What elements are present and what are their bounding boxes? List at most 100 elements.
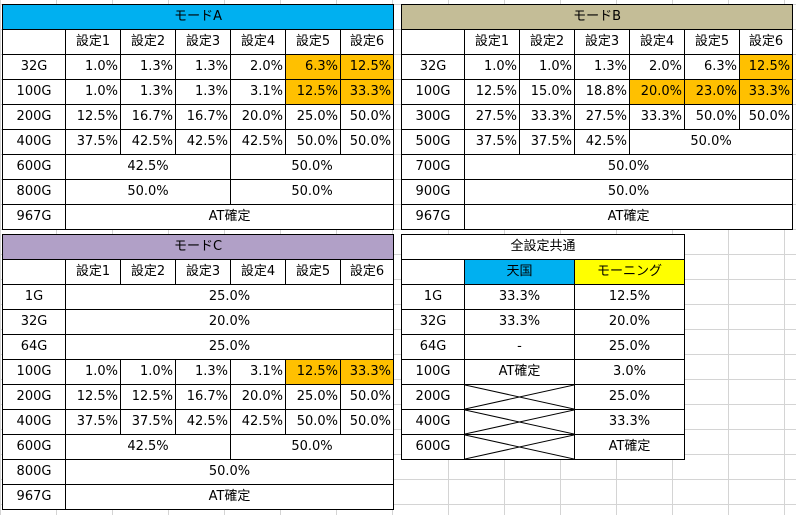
value-cell-merged: 20.0% <box>64 309 395 335</box>
value-cell-highlight: 12.5% <box>339 54 395 80</box>
header-morning: モーニング <box>573 259 686 285</box>
value-cell: 1.3% <box>120 54 176 80</box>
mode-b-table: モードB 設定1 設定2 設定3 設定4 設定5 設定6 32G 1.0% 1.… <box>400 4 794 230</box>
value-cell: 42.5% <box>574 129 630 155</box>
game-label: 32G <box>401 54 465 80</box>
header-setting-6: 設定6 <box>339 29 395 55</box>
value-cell-merged: 25.0% <box>64 334 395 360</box>
value-cell: 1.0% <box>65 79 121 105</box>
value-cell: 1.0% <box>519 54 575 80</box>
table-row: 500G 37.5% 37.5% 42.5% 50.0% <box>401 129 794 155</box>
value-cell-merged: 50.0% <box>229 179 395 205</box>
header-setting-1: 設定1 <box>464 29 520 55</box>
heaven-value: 33.3% <box>464 284 575 310</box>
value-cell: 42.5% <box>230 129 286 155</box>
value-cell: 50.0% <box>285 409 341 435</box>
value-cell: 1.3% <box>120 79 176 105</box>
morning-value: AT確定 <box>573 434 686 460</box>
value-cell: 12.5% <box>120 384 176 410</box>
cross-mark-icon <box>465 385 574 409</box>
value-cell: 1.0% <box>120 359 176 385</box>
game-label: 32G <box>401 309 465 335</box>
value-cell: 1.0% <box>464 54 520 80</box>
game-label: 600G <box>401 434 465 460</box>
table-row: 600G AT確定 <box>401 434 686 460</box>
table-row: 967G AT確定 <box>2 204 395 230</box>
value-cell: 42.5% <box>230 409 286 435</box>
value-cell-merged: 50.0% <box>229 434 395 460</box>
corner-cell <box>2 29 66 55</box>
game-label: 800G <box>2 459 66 485</box>
header-setting-2: 設定2 <box>519 29 575 55</box>
table-row: 200G 12.5% 12.5% 16.7% 20.0% 25.0% 50.0% <box>2 384 395 410</box>
header-setting-6: 設定6 <box>738 29 794 55</box>
value-cell: 50.0% <box>339 384 395 410</box>
value-cell-merged: 42.5% <box>65 434 231 460</box>
value-cell-highlight: 12.5% <box>738 54 794 80</box>
game-label: 200G <box>401 384 465 410</box>
value-cell-highlight: 33.3% <box>738 79 794 105</box>
header-setting-3: 設定3 <box>175 259 231 285</box>
value-cell: 16.7% <box>175 104 231 130</box>
game-label: 400G <box>401 409 465 435</box>
game-label: 200G <box>2 104 66 130</box>
header-setting-2: 設定2 <box>120 29 176 55</box>
table-row: 32G 33.3% 20.0% <box>401 309 686 335</box>
morning-value: 3.0% <box>573 359 686 385</box>
table-row: 700G 50.0% <box>401 154 794 180</box>
value-cell: 1.3% <box>175 79 231 105</box>
value-cell: 42.5% <box>175 409 231 435</box>
morning-value: 25.0% <box>573 384 686 410</box>
header-setting-4: 設定4 <box>629 29 685 55</box>
value-cell-merged: 50.0% <box>229 154 395 180</box>
header-setting-1: 設定1 <box>65 29 121 55</box>
value-cell-highlight: 12.5% <box>285 359 341 385</box>
table-row: 200G 12.5% 16.7% 16.7% 20.0% 25.0% 50.0% <box>2 104 395 130</box>
header-setting-5: 設定5 <box>285 259 341 285</box>
game-label: 1G <box>401 284 465 310</box>
game-label: 400G <box>2 129 66 155</box>
value-cell: 2.0% <box>230 54 286 80</box>
header-setting-4: 設定4 <box>230 29 286 55</box>
table-row: 100G 1.0% 1.0% 1.3% 3.1% 12.5% 33.3% <box>2 359 395 385</box>
value-cell: 6.3% <box>684 54 740 80</box>
game-label: 600G <box>2 154 66 180</box>
header-setting-3: 設定3 <box>175 29 231 55</box>
value-cell: 50.0% <box>339 409 395 435</box>
value-cell-highlight: 20.0% <box>629 79 685 105</box>
value-cell-merged: 50.0% <box>628 129 794 155</box>
game-label: 900G <box>401 179 465 205</box>
table-row: 800G 50.0% 50.0% <box>2 179 395 205</box>
value-cell-merged: 50.0% <box>64 459 395 485</box>
game-label: 300G <box>401 104 465 130</box>
crossed-out-cell <box>464 434 575 460</box>
game-label: 800G <box>2 179 66 205</box>
table-row: 200G 25.0% <box>401 384 686 410</box>
morning-value: 20.0% <box>573 309 686 335</box>
value-cell-merged: 50.0% <box>65 179 231 205</box>
value-cell-merged: AT確定 <box>64 204 395 230</box>
table-row: 32G 20.0% <box>2 309 395 335</box>
header-setting-1: 設定1 <box>65 259 121 285</box>
morning-value: 25.0% <box>573 334 686 360</box>
value-cell-highlight: 23.0% <box>684 79 740 105</box>
value-cell: 37.5% <box>65 129 121 155</box>
game-label: 967G <box>401 204 465 230</box>
value-cell: 42.5% <box>120 129 176 155</box>
table-row: 100G AT確定 3.0% <box>401 359 686 385</box>
value-cell-merged: AT確定 <box>463 204 794 230</box>
game-label: 967G <box>2 204 66 230</box>
table-row: 32G 1.0% 1.3% 1.3% 2.0% 6.3% 12.5% <box>2 54 395 80</box>
game-label: 967G <box>2 484 66 510</box>
corner-cell <box>2 259 66 285</box>
game-label: 100G <box>401 79 465 105</box>
game-label: 400G <box>2 409 66 435</box>
table-row: 1G 25.0% <box>2 284 395 310</box>
table-row: 100G 12.5% 15.0% 18.8% 20.0% 23.0% 33.3% <box>401 79 794 105</box>
table-row: 967G AT確定 <box>2 484 395 510</box>
header-setting-5: 設定5 <box>684 29 740 55</box>
table-row: 300G 27.5% 33.3% 27.5% 33.3% 50.0% 50.0% <box>401 104 794 130</box>
table-row: 600G 42.5% 50.0% <box>2 154 395 180</box>
table-row: 400G 37.5% 37.5% 42.5% 42.5% 50.0% 50.0% <box>2 409 395 435</box>
value-cell: 25.0% <box>285 104 341 130</box>
